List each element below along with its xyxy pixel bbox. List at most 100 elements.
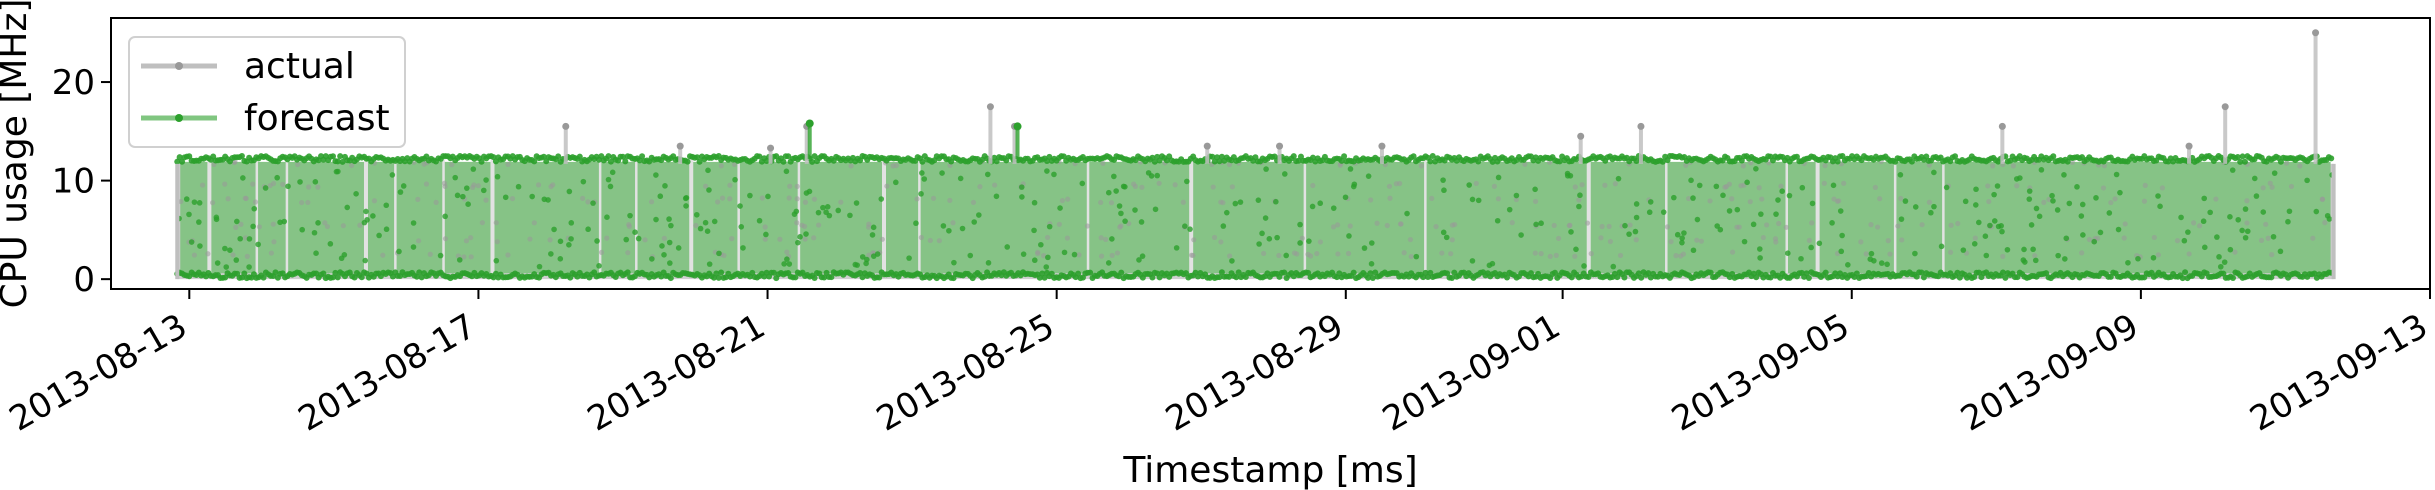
forecast-point bbox=[623, 236, 630, 243]
forecast-point bbox=[793, 208, 800, 215]
forecast-point bbox=[222, 245, 228, 252]
forecast-point bbox=[361, 219, 368, 226]
forecast-point bbox=[2216, 254, 2222, 260]
forecast-point bbox=[683, 203, 689, 209]
forecast-point bbox=[1263, 166, 1269, 172]
actual-point bbox=[340, 223, 346, 229]
actual-point bbox=[427, 251, 433, 257]
forecast-point bbox=[2062, 256, 2068, 262]
actual-point bbox=[2122, 221, 2128, 227]
forecast-point bbox=[1690, 195, 1696, 201]
actual-point bbox=[1044, 234, 1051, 241]
forecast-point bbox=[1495, 174, 1502, 181]
forecast-point bbox=[1256, 241, 1262, 247]
forecast-point bbox=[1798, 255, 1804, 262]
forecast-point-top bbox=[785, 153, 792, 160]
actual-point bbox=[1606, 223, 1612, 230]
forecast-point bbox=[756, 217, 763, 224]
forecast-point bbox=[2017, 175, 2023, 181]
forecast-point-bottom bbox=[718, 269, 725, 276]
forecast-point-top bbox=[756, 153, 763, 160]
forecast-point bbox=[2055, 252, 2061, 259]
actual-point bbox=[1076, 252, 1082, 258]
legend: actual forecast bbox=[128, 36, 406, 148]
forecast-point bbox=[1816, 240, 1823, 247]
forecast-point bbox=[1897, 172, 1904, 178]
band-gap bbox=[1189, 158, 1194, 274]
forecast-point bbox=[1674, 231, 1681, 238]
forecast-point bbox=[2028, 222, 2035, 228]
actual-point bbox=[357, 222, 363, 228]
band-gap bbox=[394, 158, 397, 274]
forecast-point bbox=[191, 199, 198, 205]
forecast-point-top bbox=[1633, 157, 1640, 164]
actual-point bbox=[1220, 200, 1226, 206]
forecast-point bbox=[483, 177, 489, 183]
forecast-point bbox=[240, 175, 246, 181]
forecast-point bbox=[186, 211, 192, 218]
actual-point bbox=[1868, 222, 1874, 228]
forecast-point-top bbox=[1151, 158, 1158, 165]
forecast-point bbox=[454, 192, 461, 199]
forecast-point bbox=[959, 225, 966, 232]
forecast-point bbox=[732, 176, 738, 183]
forecast-point bbox=[1347, 166, 1354, 172]
forecast-point-top bbox=[2239, 153, 2246, 160]
band-gap bbox=[1586, 158, 1591, 274]
actual-point bbox=[470, 184, 476, 191]
actual-point bbox=[2310, 235, 2316, 241]
actual-point bbox=[693, 222, 699, 229]
forecast-point bbox=[2277, 248, 2284, 255]
actual-point bbox=[1131, 181, 1137, 187]
forecast-point-bottom bbox=[792, 274, 799, 281]
forecast-point-top bbox=[238, 153, 245, 160]
forecast-point bbox=[951, 259, 957, 266]
y-axis: 0 10 20 bbox=[52, 63, 111, 300]
x-axis-title: Timestamp [ms] bbox=[1122, 450, 1417, 490]
actual-point bbox=[2213, 196, 2219, 202]
forecast-point-bottom bbox=[332, 269, 339, 276]
forecast-point bbox=[1071, 251, 1078, 258]
forecast-point bbox=[2135, 255, 2141, 262]
forecast-point bbox=[1581, 263, 1587, 269]
actual-point bbox=[1347, 223, 1353, 229]
forecast-point bbox=[585, 226, 591, 233]
forecast-point-bottom bbox=[1621, 274, 1628, 281]
forecast-point-top bbox=[619, 153, 626, 160]
actual-point bbox=[2186, 251, 2192, 257]
forecast-point-bottom bbox=[1585, 274, 1592, 281]
forecast-point bbox=[985, 260, 992, 266]
actual-point bbox=[1806, 237, 1812, 244]
x-tick-label: 2013-08-25 bbox=[870, 306, 1061, 439]
forecast-point bbox=[1679, 239, 1685, 246]
forecast-point bbox=[2239, 227, 2245, 234]
actual-point bbox=[786, 195, 792, 201]
actual-point bbox=[2244, 198, 2250, 204]
actual-point bbox=[1773, 239, 1779, 245]
actual-point bbox=[1156, 180, 1162, 186]
forecast-point-top bbox=[696, 158, 703, 165]
forecast-point bbox=[2304, 177, 2310, 184]
actual-point bbox=[1683, 162, 1689, 168]
forecast-point bbox=[1830, 182, 1837, 189]
forecast-point bbox=[1229, 258, 1235, 264]
forecast-point-top bbox=[1338, 157, 1345, 164]
forecast-point bbox=[1538, 220, 1544, 227]
forecast-point bbox=[470, 166, 477, 172]
actual-point bbox=[231, 159, 237, 166]
forecast-point bbox=[410, 244, 417, 250]
forecast-point-top bbox=[176, 154, 183, 161]
forecast-point-bottom bbox=[1635, 270, 1642, 277]
forecast-point bbox=[763, 231, 769, 238]
band-gap bbox=[881, 158, 886, 274]
forecast-point bbox=[396, 248, 402, 255]
actual-point bbox=[1872, 184, 1878, 191]
forecast-point-bottom bbox=[876, 274, 883, 281]
forecast-point bbox=[1845, 262, 1851, 268]
forecast-point-top bbox=[1216, 158, 1223, 165]
forecast-point bbox=[783, 168, 790, 175]
forecast-point bbox=[370, 213, 376, 219]
actual-point bbox=[1747, 199, 1753, 205]
forecast-point-top bbox=[1908, 158, 1915, 165]
forecast-point bbox=[939, 170, 945, 176]
